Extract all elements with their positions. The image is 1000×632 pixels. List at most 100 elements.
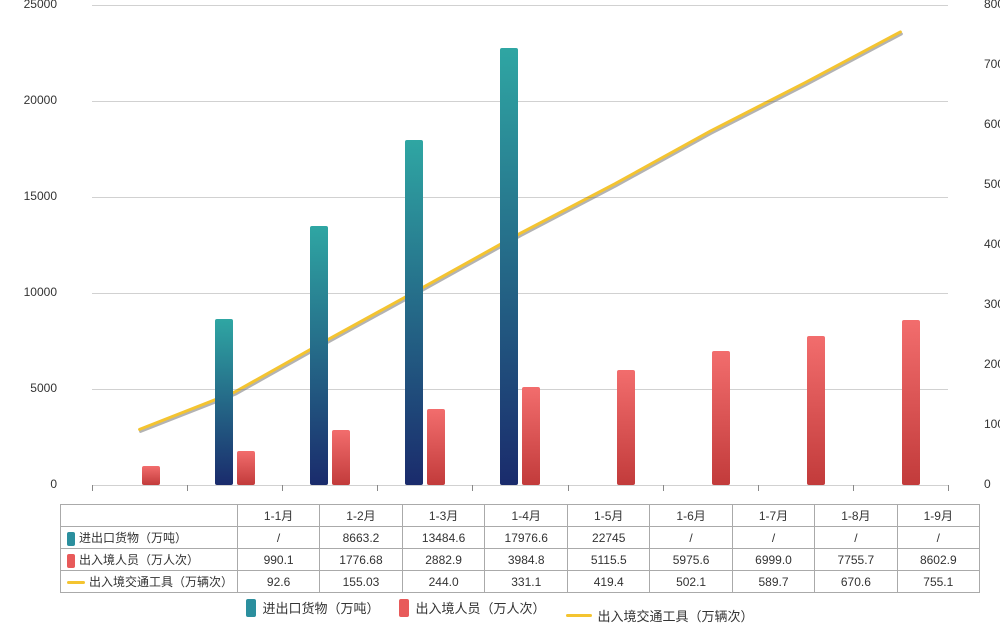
table-cell: 5975.6 [650,549,732,571]
table-cell: 670.6 [815,571,897,593]
x-tick [758,485,759,491]
table-cell: 589.7 [732,571,814,593]
legend-label: 进出口货物（万吨） [262,598,379,617]
data-table: 1-1月1-2月1-3月1-4月1-5月1-6月1-7月1-8月1-9月进出口货… [60,504,980,593]
table-row: 进出口货物（万吨）/8663.213484.617976.622745//// [61,527,980,549]
left-axis-tick-label: 10000 [2,285,57,299]
bar-people [237,451,255,485]
bar-people [522,387,540,485]
table-cell: 8602.9 [897,549,979,571]
left-axis-tick-label: 15000 [2,189,57,203]
table-row: 出入境人员（万人次）990.11776.682882.93984.85115.5… [61,549,980,571]
table-category-cell: 1-1月 [238,505,320,527]
bar-people [902,320,920,485]
table-cell: 419.4 [568,571,650,593]
table-cell: / [732,527,814,549]
right-axis-tick-label: 500 [984,177,1000,191]
table-category-cell: 1-2月 [320,505,403,527]
x-tick [948,485,949,491]
gridline [92,485,948,486]
bar-cargo [215,319,233,485]
table-cell: 13484.6 [402,527,485,549]
table-cell: / [897,527,979,549]
right-axis-tick-label: 800 [984,0,1000,11]
gridline [92,5,948,6]
table-cell: 17976.6 [485,527,568,549]
table-cell: 331.1 [485,571,568,593]
right-axis-tick-label: 100 [984,417,1000,431]
table-cell: 5115.5 [568,549,650,571]
table-category-cell: 1-5月 [568,505,650,527]
table-cell: 502.1 [650,571,732,593]
bar-people [427,409,445,486]
table-category-cell: 1-6月 [650,505,732,527]
x-tick [472,485,473,491]
table-cell: / [815,527,897,549]
bar-cargo [310,226,328,485]
bar-people [807,336,825,485]
table-cell: 6999.0 [732,549,814,571]
right-axis-tick-label: 0 [984,477,1000,491]
right-axis-tick-label: 200 [984,357,1000,371]
table-category-cell: 1-7月 [732,505,814,527]
left-axis-tick-label: 5000 [2,381,57,395]
right-axis-tick-label: 700 [984,57,1000,71]
left-axis-tick-label: 0 [2,477,57,491]
line-layer [60,5,980,485]
legend-swatch-icon [246,599,256,617]
x-tick [853,485,854,491]
gridline [92,101,948,102]
legend-item: 出入境交通工具（万辆次） [566,606,754,625]
table-cell: / [238,527,320,549]
table-row-label: 进出口货物（万吨） [61,527,238,549]
legend-label: 出入境人员（万人次） [415,598,545,617]
legend-swatch-icon [566,614,592,617]
left-axis-tick-label: 25000 [2,0,57,11]
table-cell: 7755.7 [815,549,897,571]
bar-people [617,370,635,485]
table-category-cell: 1-3月 [402,505,485,527]
table-cell: 155.03 [320,571,403,593]
table-category-cell: 1-8月 [815,505,897,527]
gridline [92,293,948,294]
left-axis-tick-label: 20000 [2,93,57,107]
plot-area: 0500010000150002000025000010020030040050… [60,5,980,485]
table-cell: 755.1 [897,571,979,593]
table-category-cell: 1-9月 [897,505,979,527]
bar-cargo [405,140,423,485]
x-tick [568,485,569,491]
legend: 进出口货物（万吨） 出入境人员（万人次） 出入境交通工具（万辆次） [0,598,1000,625]
series-swatch-icon [67,532,75,546]
x-tick [663,485,664,491]
table-cell: 92.6 [238,571,320,593]
legend-item: 进出口货物（万吨） [246,598,379,617]
bar-people [332,430,350,485]
x-tick [377,485,378,491]
table-category-cell: 1-4月 [485,505,568,527]
series-swatch-icon [67,581,85,584]
table-row-label: 出入境人员（万人次） [61,549,238,571]
series-swatch-icon [67,554,75,568]
table-cell: 1776.68 [320,549,403,571]
table-row: 出入境交通工具（万辆次）92.6155.03244.0331.1419.4502… [61,571,980,593]
table-cell: 22745 [568,527,650,549]
legend-item: 出入境人员（万人次） [399,598,545,617]
chart-container: 0 5000 10000 15000 20000 25000 0 100 200 300 400 50… [0,0,1000,632]
table-header-row: 1-1月1-2月1-3月1-4月1-5月1-6月1-7月1-8月1-9月 [61,505,980,527]
table-cell: 990.1 [238,549,320,571]
bar-people [712,351,730,485]
table-cell: 2882.9 [402,549,485,571]
right-axis-tick-label: 300 [984,297,1000,311]
line-vehicles [140,32,901,430]
x-tick [282,485,283,491]
legend-swatch-icon [399,599,409,617]
right-axis-tick-label: 600 [984,117,1000,131]
right-axis-tick-label: 400 [984,237,1000,251]
table-cell: 244.0 [402,571,485,593]
gridline [92,197,948,198]
legend-label: 出入境交通工具（万辆次） [598,606,754,625]
table-cell: / [650,527,732,549]
bar-cargo [500,48,518,485]
table-corner-cell [61,505,238,527]
table-row-label: 出入境交通工具（万辆次） [61,571,238,593]
